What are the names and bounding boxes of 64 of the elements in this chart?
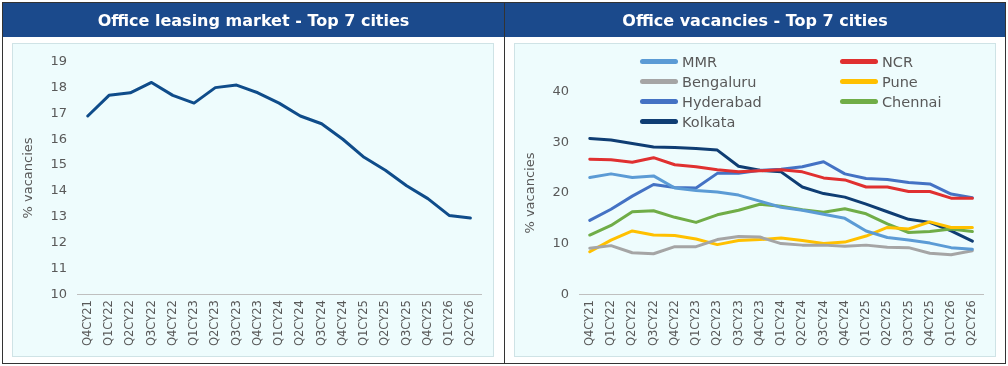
x-tick-label: Q4CY21 bbox=[581, 300, 596, 347]
x-tick-label: Q2CY25 bbox=[377, 300, 392, 347]
x-tick-label: Q1CY26 bbox=[441, 300, 456, 347]
x-tick-label: Q4CY22 bbox=[164, 300, 179, 347]
x-tick-label: Q4CY23 bbox=[249, 300, 264, 347]
legend-label: Pune bbox=[881, 72, 919, 91]
x-tick-label: Q4CY23 bbox=[751, 300, 766, 347]
y-tick-label: 12 bbox=[50, 233, 68, 249]
x-tick-label: Q2CY24 bbox=[292, 300, 307, 347]
x-tick-label: Q4CY22 bbox=[666, 300, 681, 347]
y-tick-label: 10 bbox=[552, 234, 570, 250]
x-tick-label: Q2CY25 bbox=[879, 300, 894, 347]
y-tick-label: 15 bbox=[50, 156, 68, 172]
legend-label: Bengaluru bbox=[681, 72, 758, 91]
x-tick-label: Q1CY22 bbox=[603, 300, 618, 347]
y-tick-label: 0 bbox=[560, 285, 570, 301]
x-tick-label: Q4CY25 bbox=[419, 300, 434, 347]
x-tick-label: Q3CY25 bbox=[398, 300, 413, 347]
legend-label: NCR bbox=[881, 52, 915, 71]
legend-label: Hyderabad bbox=[681, 92, 763, 111]
x-tick-label: Q3CY24 bbox=[313, 300, 328, 347]
y-tick-label: 16 bbox=[50, 130, 68, 146]
x-tick-label: Q1CY23 bbox=[688, 300, 703, 347]
y-tick-label: 17 bbox=[50, 104, 68, 120]
x-tick-label: Q2CY23 bbox=[207, 300, 222, 347]
x-tick-label: Q2CY26 bbox=[964, 300, 979, 347]
y-tick-label: 40 bbox=[552, 83, 570, 99]
x-tick-label: Q4CY21 bbox=[79, 300, 94, 347]
x-tick-label: Q2CY26 bbox=[462, 300, 477, 347]
x-tick-label: Q1CY25 bbox=[858, 300, 873, 347]
chart-title: Office vacancies - Top 7 cities bbox=[505, 3, 1005, 37]
y-tick-label: 11 bbox=[50, 259, 68, 275]
x-tick-label: Q2CY24 bbox=[794, 300, 809, 347]
x-tick-label: Q4CY24 bbox=[836, 300, 851, 347]
legend-label: Chennai bbox=[881, 92, 943, 111]
x-tick-label: Q2CY22 bbox=[122, 300, 137, 347]
chart-title: Office leasing market - Top 7 cities bbox=[3, 3, 504, 37]
x-tick-label: Q1CY24 bbox=[271, 300, 286, 347]
x-tick-label: Q4CY24 bbox=[334, 300, 349, 347]
y-tick-label: 13 bbox=[50, 208, 68, 224]
y-tick-label: 20 bbox=[552, 184, 570, 200]
y-tick-label: 10 bbox=[50, 285, 68, 301]
x-tick-label: Q1CY23 bbox=[186, 300, 201, 347]
y-tick-label: 19 bbox=[50, 53, 68, 69]
y-tick-label: 18 bbox=[50, 78, 68, 94]
x-tick-label: Q2CY22 bbox=[624, 300, 639, 347]
x-tick-label: Q1CY24 bbox=[773, 300, 788, 347]
y-tick-label: 14 bbox=[50, 182, 68, 198]
x-tick-label: Q3CY25 bbox=[900, 300, 915, 347]
y-axis-title: % vacancies bbox=[20, 137, 36, 219]
y-axis-title: % vacancies bbox=[522, 152, 538, 234]
x-tick-label: Q1CY26 bbox=[943, 300, 958, 347]
x-tick-label: Q1CY22 bbox=[101, 300, 116, 347]
legend-label: MMR bbox=[681, 52, 719, 71]
x-tick-label: Q3CY23 bbox=[228, 300, 243, 347]
x-tick-label: Q3CY22 bbox=[143, 300, 158, 347]
x-tick-label: Q4CY25 bbox=[921, 300, 936, 347]
x-tick-label: Q3CY24 bbox=[815, 300, 830, 347]
x-tick-label: Q3CY22 bbox=[645, 300, 660, 347]
legend-label: Kolkata bbox=[681, 112, 737, 131]
x-tick-label: Q3CY23 bbox=[730, 300, 745, 347]
x-tick-label: Q2CY23 bbox=[709, 300, 724, 347]
x-tick-label: Q1CY25 bbox=[356, 300, 371, 347]
y-tick-label: 30 bbox=[552, 133, 570, 149]
